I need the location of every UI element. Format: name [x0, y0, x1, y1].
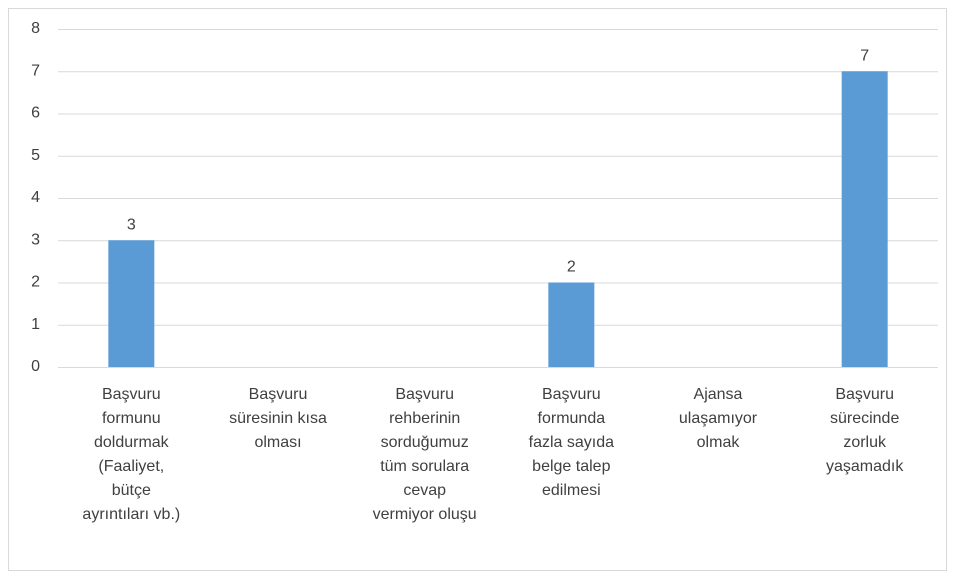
y-tick-label: 2 — [31, 274, 40, 291]
x-tick-label: Başvuru — [249, 386, 308, 403]
x-tick-label: tüm sorulara — [380, 458, 469, 475]
x-tick-label: zorluk — [843, 434, 887, 451]
x-tick-label: Ajansa — [694, 386, 743, 403]
bar — [108, 240, 155, 367]
y-tick-label: 7 — [31, 62, 40, 79]
x-tick-label: vermiyor oluşu — [373, 506, 477, 523]
data-label: 7 — [860, 47, 869, 64]
x-tick-label: Başvuru — [542, 386, 601, 403]
y-tick-label: 4 — [31, 189, 40, 206]
x-tick-label: ayrıntıları vb.) — [82, 506, 180, 523]
x-tick-label: cevap — [403, 482, 446, 499]
x-tick-label: doldurmak — [94, 434, 170, 451]
data-label: 3 — [127, 216, 136, 233]
x-tick-label: yaşamadık — [826, 458, 904, 475]
x-tick-label: (Faaliyet, — [98, 458, 164, 475]
y-tick-label: 6 — [31, 105, 40, 122]
y-tick-label: 8 — [31, 20, 40, 37]
bar — [548, 282, 595, 367]
x-tick-label: süresinin kısa — [229, 410, 327, 427]
y-tick-label: 0 — [31, 358, 40, 375]
x-tick-label: edilmesi — [542, 482, 601, 499]
x-tick-label: bütçe — [112, 482, 151, 499]
x-tick-label: fazla sayıda — [529, 434, 614, 451]
x-tick-label: formunda — [538, 410, 606, 427]
chart-border — [8, 8, 947, 571]
y-tick-label: 5 — [31, 147, 40, 164]
x-tick-label: Başvuru — [395, 386, 454, 403]
x-tick-label: formunu — [102, 410, 161, 427]
y-tick-label: 1 — [31, 316, 40, 333]
x-tick-label: sorduğumuz — [381, 434, 469, 451]
x-tick-label: rehberinin — [389, 410, 460, 427]
x-tick-label: belge talep — [532, 458, 610, 475]
x-tick-label: ulaşamıyor — [679, 410, 758, 427]
x-tick-label: Başvuru — [835, 386, 894, 403]
bar — [841, 71, 888, 367]
x-tick-label: olmak — [697, 434, 741, 451]
x-tick-label: sürecinde — [830, 410, 899, 427]
x-tick-label: Başvuru — [102, 386, 161, 403]
x-tick-label: olması — [254, 434, 301, 451]
y-tick-label: 3 — [31, 231, 40, 248]
data-label: 2 — [567, 259, 576, 276]
